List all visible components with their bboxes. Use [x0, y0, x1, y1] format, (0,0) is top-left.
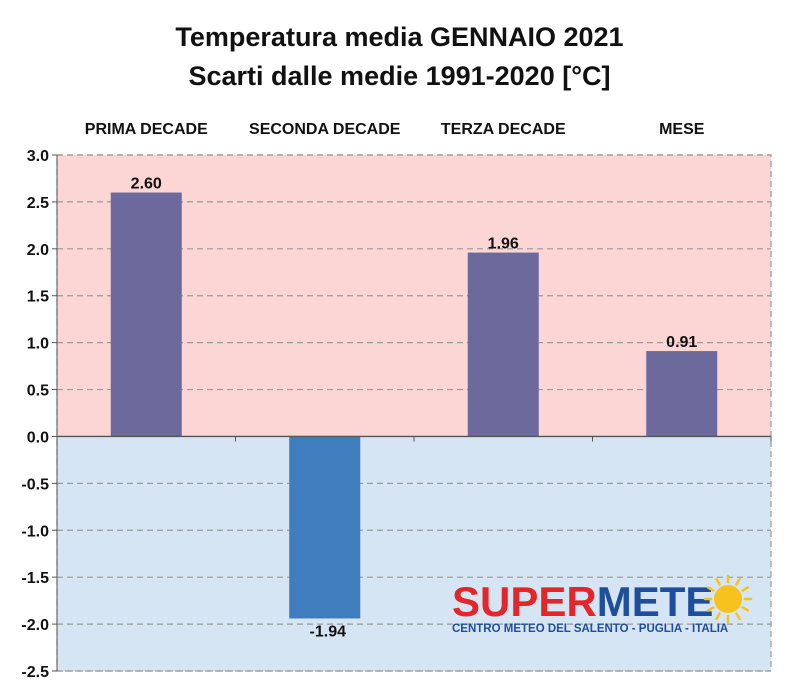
data-label: -1.94 [310, 623, 347, 640]
supermeteo-logo: SUPERMETE CENTRO METEO DEL SALENTO - PUG… [452, 574, 753, 635]
sun-ray [741, 586, 750, 592]
axes [52, 154, 772, 672]
y-tick-label: 3.0 [27, 148, 49, 165]
bar [646, 351, 718, 437]
data-label: 2.60 [131, 176, 162, 193]
y-tick-label: -0.5 [21, 476, 49, 493]
y-tick-label: -1.5 [21, 570, 49, 587]
data-labels: 2.60 -1.94 1.96 0.91 [131, 176, 698, 641]
y-tick-label: 0.5 [27, 383, 49, 400]
category-label: PRIMA DECADE [85, 121, 208, 138]
sun-disc [714, 585, 742, 613]
negative-zone [57, 436, 771, 671]
category-label: SECONDA DECADE [249, 121, 401, 138]
y-tick-label: -1.0 [21, 523, 49, 540]
y-tick-label: -2.0 [21, 617, 49, 634]
chart-subtitle: Scarti dalle medie 1991-2020 [°C] [188, 61, 611, 91]
bar [467, 252, 539, 437]
category-label: MESE [659, 121, 705, 138]
data-label: 0.91 [666, 334, 697, 351]
y-tick-label: 1.5 [27, 289, 49, 306]
y-tick-labels: 3.0 2.5 2.0 1.5 1.0 0.5 0.0 -0.5 -1.0 -1.5 -2.0 -2.… [21, 148, 49, 681]
y-tick-label: 0.0 [27, 429, 49, 446]
category-label: TERZA DECADE [441, 121, 566, 138]
bars [110, 192, 718, 619]
category-labels: PRIMA DECADE SECONDA DECADE TERZA DECADE ME… [85, 121, 705, 138]
bar [110, 192, 182, 437]
sun-ray [715, 577, 721, 586]
sun-icon [703, 574, 753, 624]
chart-title: Temperatura media GENNAIO 2021 [175, 22, 624, 52]
logo-text-mete: METE [597, 578, 714, 625]
data-label: 1.96 [488, 236, 519, 253]
sun-ray [715, 612, 721, 621]
logo-subtitle: CENTRO METEO DEL SALENTO - PUGLIA - ITAL… [452, 623, 728, 635]
logo-text-super: SUPER [452, 578, 597, 625]
y-tick-label: -2.5 [21, 664, 49, 681]
svg-text:SUPERMETE: SUPERMETE [452, 578, 713, 625]
sun-ray [735, 612, 741, 621]
y-tick-label: 1.0 [27, 336, 49, 353]
y-tick-label: 2.5 [27, 195, 49, 212]
sun-ray [706, 586, 715, 592]
bar [289, 436, 361, 619]
sun-ray [735, 577, 741, 586]
y-tick-label: 2.0 [27, 242, 49, 259]
sun-ray [741, 606, 750, 612]
sun-ray [706, 606, 715, 612]
